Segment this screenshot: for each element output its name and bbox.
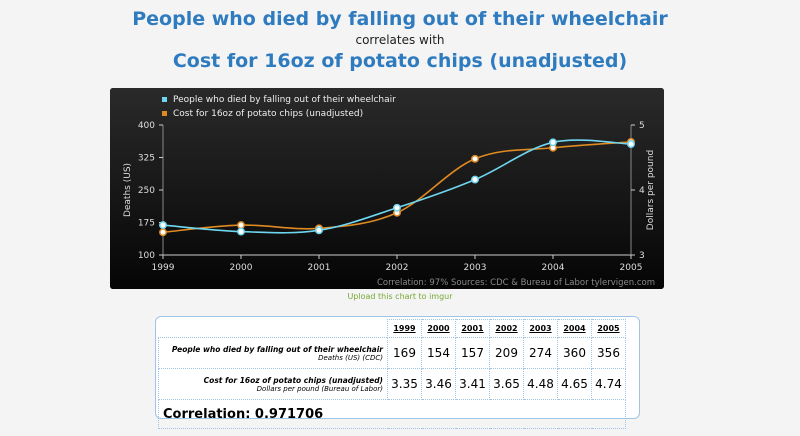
y-right-tick-label: 3 — [639, 251, 645, 261]
y-left-tick-label: 250 — [138, 186, 155, 196]
table-cell: 3.46 — [421, 368, 456, 400]
legend-swatch — [162, 97, 167, 102]
year-header: 2002 — [489, 319, 524, 338]
x-tick-label: 2004 — [542, 263, 565, 273]
table-cell: 3.35 — [387, 368, 422, 400]
y-left-tick-label: 400 — [138, 121, 155, 131]
table-cell: 274 — [523, 337, 558, 369]
year-header: 2000 — [421, 319, 456, 338]
y-right-tick-label: 4 — [639, 186, 645, 196]
series-point-1 — [393, 203, 401, 212]
table-cell: 169 — [387, 337, 422, 369]
upload-imgur-link[interactable]: Upload this chart to imgur — [347, 292, 453, 301]
correlation-row: Correlation: 0.971706 — [158, 399, 626, 429]
chart-footer: Correlation: 97% Sources: CDC & Bureau o… — [377, 278, 655, 288]
year-header: 1999 — [387, 319, 422, 338]
x-tick-label: 1999 — [152, 263, 175, 273]
series-point-1 — [471, 175, 479, 184]
table-cell: 360 — [557, 337, 592, 369]
chart-panel: 100 175 250 325 400 3 4 5 1999 2000 2001 2002 2003 20… — [110, 88, 664, 289]
table-cell: 157 — [455, 337, 490, 369]
x-tick-label: 2000 — [230, 263, 253, 273]
row-sublabel: Deaths (US) (CDC) — [318, 353, 383, 362]
table-cell: 154 — [421, 337, 456, 369]
y-right-axis-title: Dollars per pound — [646, 150, 656, 230]
series-point-2 — [237, 221, 245, 230]
legend-label: Cost for 16oz of potato chips (unadjuste… — [173, 109, 363, 119]
y-left-tick-label: 325 — [138, 154, 155, 164]
table-row: Cost for 16oz of potato chips (unadjuste… — [158, 368, 626, 400]
table-header-row: 1999 2000 2001 2002 2003 2004 2005 — [159, 319, 626, 338]
y-left-axis-title: Deaths (US) — [123, 163, 133, 217]
table-corner-cell — [159, 320, 388, 338]
table-row: People who died by falling out of their … — [158, 337, 626, 369]
series-point-1 — [315, 226, 323, 235]
chart-background — [110, 88, 664, 289]
y-left-tick-label: 100 — [138, 251, 155, 261]
row-label: People who died by falling out of their … — [171, 344, 383, 354]
series-point-1 — [159, 221, 167, 230]
table-cell: 4.65 — [557, 368, 592, 400]
x-tick-label: 2003 — [464, 263, 487, 273]
x-tick-label: 2005 — [620, 263, 643, 273]
data-table-box: 1999 2000 2001 2002 2003 2004 2005 People who d… — [155, 316, 640, 429]
table-cell: 356 — [591, 337, 626, 369]
line-chart: 100 175 250 325 400 3 4 5 1999 2000 2001 2002 2003 20… — [110, 88, 664, 289]
series-point-2 — [471, 154, 479, 163]
table-cell: 3.65 — [489, 368, 524, 400]
legend-label: People who died by falling out of their … — [173, 95, 396, 105]
title-connector: correlates with — [355, 33, 445, 47]
row-label: Cost for 16oz of potato chips (unadjuste… — [203, 375, 383, 385]
year-header: 2001 — [455, 319, 490, 338]
table-cell: 3.41 — [455, 368, 490, 400]
year-header: 2003 — [523, 319, 558, 338]
row-label-cell: Cost for 16oz of potato chips (unadjuste… — [158, 368, 388, 400]
x-tick-label: 2001 — [308, 263, 331, 273]
year-header: 2005 — [591, 319, 626, 338]
chart-title-primary: People who died by falling out of their … — [132, 8, 668, 30]
table-cell: 4.74 — [591, 368, 626, 400]
year-header: 2004 — [557, 319, 592, 338]
data-table: 1999 2000 2001 2002 2003 2004 2005 People who d… — [158, 319, 626, 429]
row-label-cell: People who died by falling out of their … — [158, 337, 388, 369]
series-point-1 — [237, 227, 245, 236]
correlation-value: Correlation: 0.971706 — [158, 399, 626, 429]
table-cell: 4.48 — [523, 368, 558, 400]
series-point-1 — [549, 138, 557, 147]
table-cell: 209 — [489, 337, 524, 369]
chart-title-secondary: Cost for 16oz of potato chips (unadjuste… — [172, 50, 628, 72]
x-tick-label: 2002 — [386, 263, 409, 273]
legend-swatch — [162, 111, 167, 116]
series-point-1 — [627, 140, 635, 149]
row-sublabel: Dollars per pound (Bureau of Labor) — [256, 384, 383, 393]
y-right-tick-label: 5 — [639, 121, 645, 131]
series-point-2 — [159, 228, 167, 237]
y-left-tick-label: 175 — [138, 219, 155, 229]
